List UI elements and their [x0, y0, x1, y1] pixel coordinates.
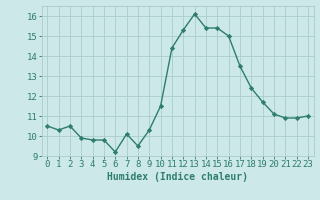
X-axis label: Humidex (Indice chaleur): Humidex (Indice chaleur)	[107, 172, 248, 182]
